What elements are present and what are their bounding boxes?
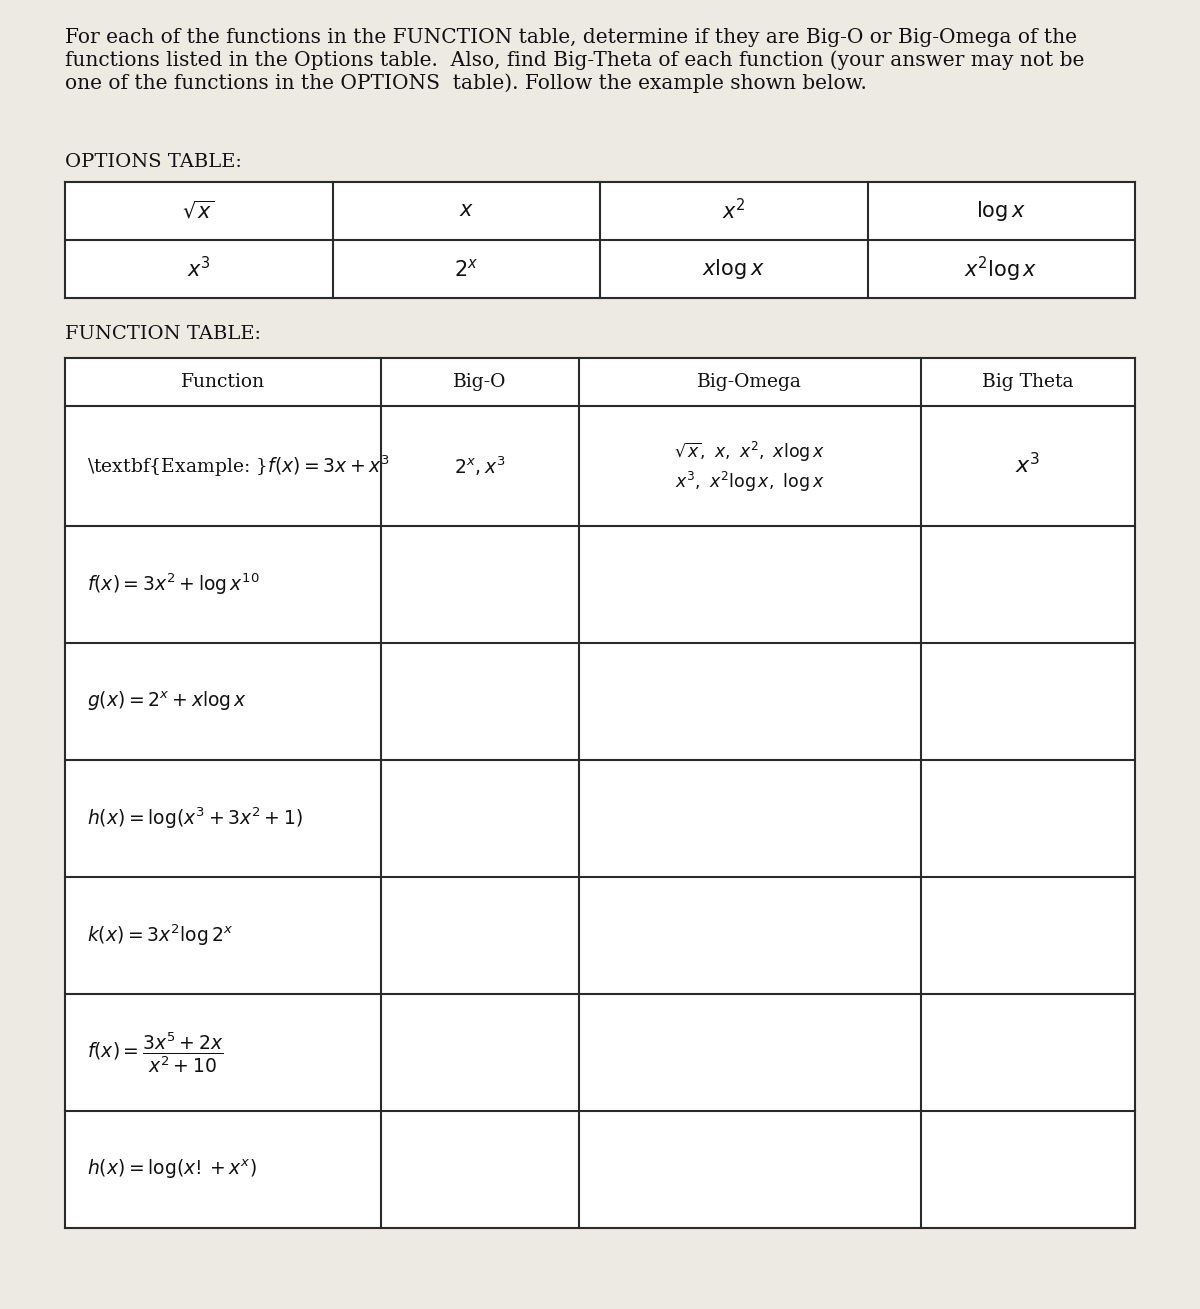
Text: $x^2$: $x^2$ bbox=[722, 199, 745, 224]
Text: Big Theta: Big Theta bbox=[983, 373, 1074, 391]
Text: $h(x)=\log(x!+x^x)$: $h(x)=\log(x!+x^x)$ bbox=[88, 1157, 257, 1181]
Text: $2^x, x^3$: $2^x, x^3$ bbox=[454, 454, 505, 478]
Text: For each of the functions in the FUNCTION table, determine if they are Big-O or : For each of the functions in the FUNCTIO… bbox=[65, 27, 1085, 93]
Text: $g(x)=2^x+x\log x$: $g(x)=2^x+x\log x$ bbox=[88, 690, 247, 713]
Text: $k(x)=3x^2\log 2^x$: $k(x)=3x^2\log 2^x$ bbox=[88, 923, 233, 948]
Text: \textbf{Example: }$f(x)=3x+x^3$: \textbf{Example: }$f(x)=3x+x^3$ bbox=[88, 453, 390, 479]
Text: $x^2 \log x$: $x^2 \log x$ bbox=[965, 254, 1038, 284]
Text: $x^3$: $x^3$ bbox=[187, 257, 211, 281]
Text: $x$: $x$ bbox=[458, 202, 474, 220]
Text: $h(x)=\log(x^3+3x^2+1)$: $h(x)=\log(x^3+3x^2+1)$ bbox=[88, 806, 302, 831]
Text: Function: Function bbox=[181, 373, 265, 391]
Text: FUNCTION TABLE:: FUNCTION TABLE: bbox=[65, 325, 262, 343]
Text: $f(x)=\dfrac{3x^5+2x}{x^2+10}$: $f(x)=\dfrac{3x^5+2x}{x^2+10}$ bbox=[88, 1030, 223, 1075]
Bar bbox=[65, 182, 1135, 298]
Text: $x^3$: $x^3$ bbox=[1015, 453, 1040, 479]
Text: $\log x$: $\log x$ bbox=[977, 199, 1026, 223]
Text: $x^3,\ x^2\log x,\ \log x$: $x^3,\ x^2\log x,\ \log x$ bbox=[676, 470, 824, 493]
Text: $f(x)=3x^2+\log x^{10}$: $f(x)=3x^2+\log x^{10}$ bbox=[88, 572, 259, 597]
Text: $\sqrt{x},\ x,\ x^2,\ x\log x$: $\sqrt{x},\ x,\ x^2,\ x\log x$ bbox=[674, 440, 826, 465]
Text: $\sqrt{x}$: $\sqrt{x}$ bbox=[182, 200, 215, 223]
Text: Big-O: Big-O bbox=[452, 373, 506, 391]
Text: OPTIONS TABLE:: OPTIONS TABLE: bbox=[65, 153, 242, 171]
Text: Big-Omega: Big-Omega bbox=[697, 373, 803, 391]
Text: $x\log x$: $x\log x$ bbox=[702, 257, 766, 281]
Bar bbox=[65, 357, 1135, 1228]
Text: $2^x$: $2^x$ bbox=[454, 258, 479, 280]
